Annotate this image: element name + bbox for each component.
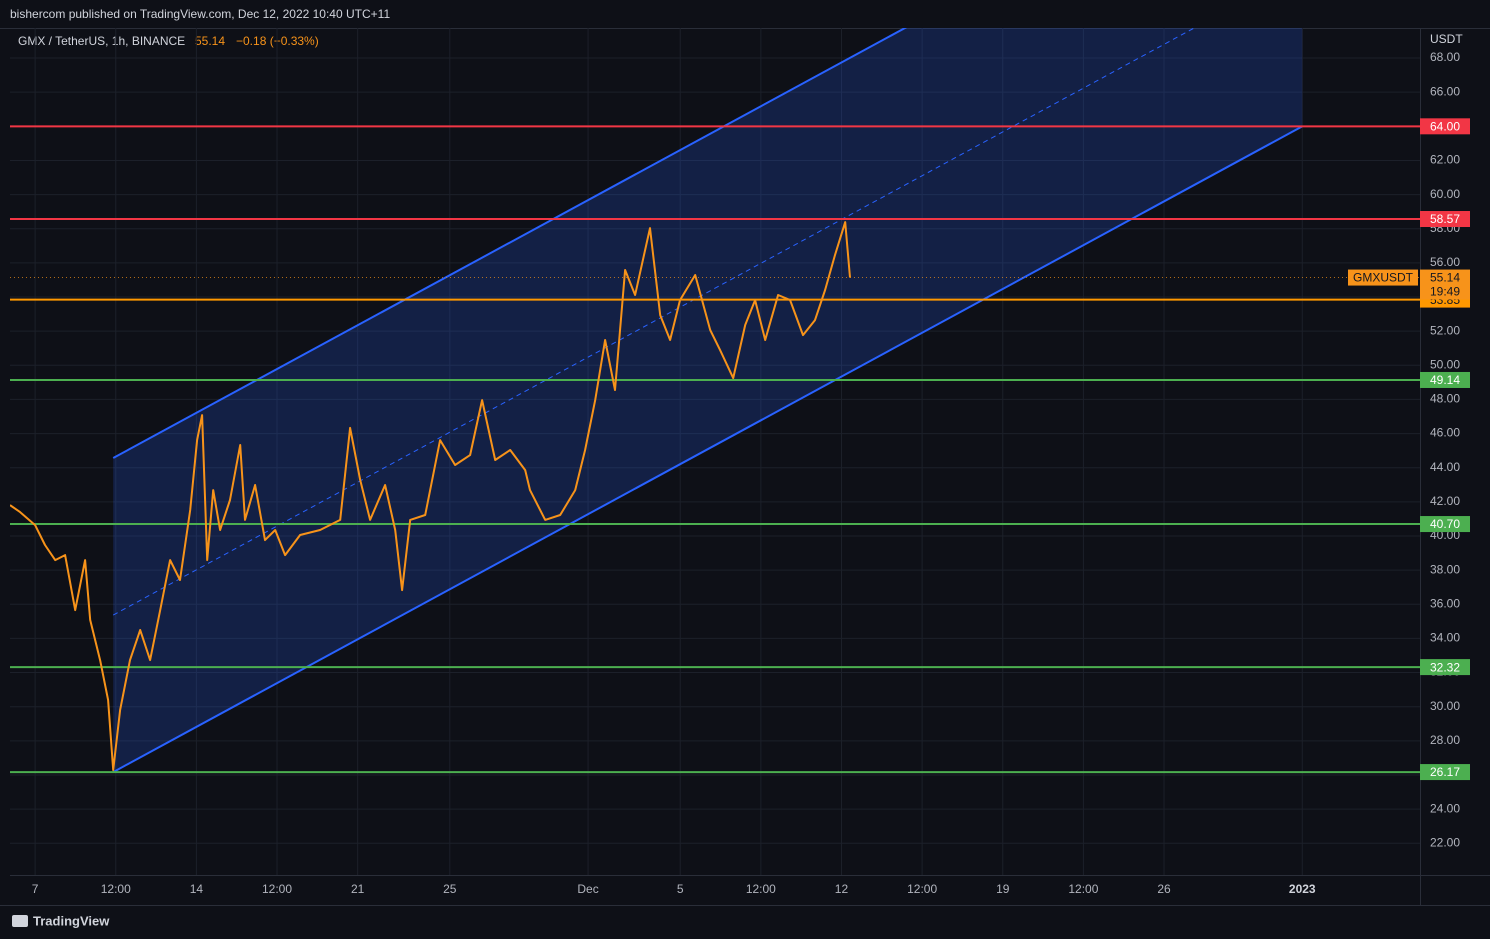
y-tick-label: 46.00 — [1430, 426, 1460, 440]
x-tick-label: 26 — [1157, 882, 1171, 896]
last-price: 55.14 — [195, 34, 225, 48]
y-tick-label: 62.00 — [1430, 153, 1460, 167]
y-tick-label: 56.00 — [1430, 255, 1460, 269]
y-tick-label: 34.00 — [1430, 631, 1460, 645]
x-tick-label: 12:00 — [746, 882, 776, 896]
brand: TradingView — [33, 913, 110, 928]
channel-line — [112, 28, 908, 459]
symbol-tag — [1348, 269, 1418, 286]
y-tick-label: 44.00 — [1430, 460, 1460, 474]
price-tag — [1420, 269, 1470, 300]
x-tick-label: 12:00 — [1068, 882, 1098, 896]
y-tick-label: 66.00 — [1430, 84, 1460, 98]
y-tick-label: 36.00 — [1430, 596, 1460, 610]
level-tag — [1420, 211, 1470, 228]
y-tick-label: 30.00 — [1430, 699, 1460, 713]
level-tag — [1420, 516, 1470, 533]
x-tick-label: 19 — [996, 882, 1010, 896]
y-tick-label: 22.00 — [1430, 835, 1460, 849]
level-label: 58.57 — [1430, 212, 1460, 226]
level-tag — [1420, 118, 1470, 135]
x-tick-label: 12:00 — [907, 882, 937, 896]
y-tick-label: 42.00 — [1430, 494, 1460, 508]
countdown: 19:49 — [1430, 285, 1460, 299]
level-label: 40.70 — [1430, 517, 1460, 531]
y-tick-label: 48.00 — [1430, 392, 1460, 406]
level-label: 32.32 — [1430, 660, 1460, 674]
level-tag — [1420, 659, 1470, 676]
level-label: 64.00 — [1430, 119, 1460, 133]
channel-line — [112, 125, 1303, 773]
symbol-info: GMX / TetherUS, 1h, BINANCE — [18, 34, 185, 48]
x-tick-label: 12 — [835, 882, 849, 896]
y-tick-label: 38.00 — [1430, 562, 1460, 576]
x-tick-label: 12:00 — [101, 882, 131, 896]
y-tick-label: 52.00 — [1430, 323, 1460, 337]
x-tick-label: 21 — [351, 882, 365, 896]
channel-midline — [112, 28, 1196, 616]
price-line — [10, 221, 851, 771]
y-tick-label: 24.00 — [1430, 801, 1460, 815]
x-tick-label: Dec — [577, 882, 598, 896]
axis-unit: USDT — [1430, 32, 1463, 46]
level-tag — [1420, 371, 1470, 388]
x-tick-label: 25 — [443, 882, 457, 896]
x-tick-label: 14 — [190, 882, 204, 896]
y-tick-label: 50.00 — [1430, 357, 1460, 371]
y-tick-label: 60.00 — [1430, 187, 1460, 201]
logo — [12, 915, 28, 927]
plot-area — [10, 28, 1420, 875]
x-tick-label: 7 — [32, 882, 39, 896]
level-label: 26.17 — [1430, 765, 1460, 779]
y-tick-label: 28.00 — [1430, 733, 1460, 747]
y-tick-label: 68.00 — [1430, 50, 1460, 64]
channel-fill — [113, 28, 1303, 773]
level-tag — [1420, 764, 1470, 781]
x-tick-label: 12:00 — [262, 882, 292, 896]
price-tag-value: 55.14 — [1430, 271, 1460, 285]
x-tick-label: 5 — [677, 882, 684, 896]
published-note: bishercom published on TradingView.com, … — [10, 7, 390, 21]
x-tick-label: 2023 — [1289, 882, 1316, 896]
level-label: 49.14 — [1430, 373, 1460, 387]
symbol-name: GMXUSDT — [1353, 271, 1414, 285]
